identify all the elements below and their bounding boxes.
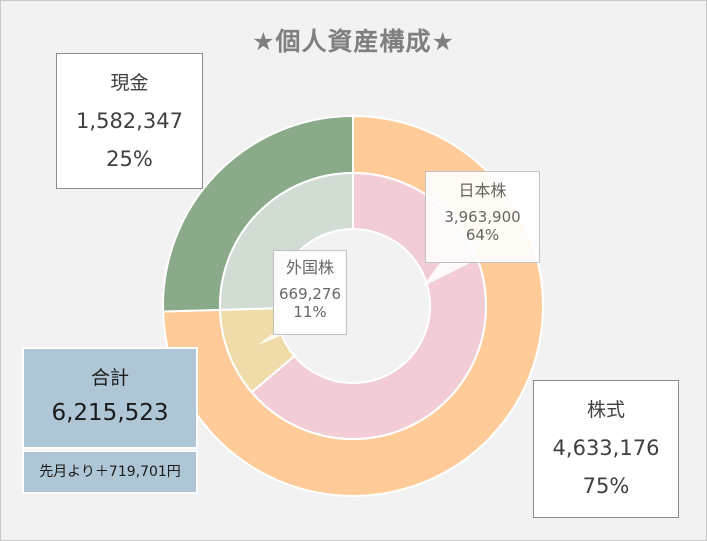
japan-stock-percent: 64% [465,226,500,244]
japan-stock-value: 3,963,900 [444,208,521,226]
chart-title: ★個人資産構成★ [252,27,455,56]
total-value: 6,215,523 [51,400,169,426]
foreign-stock-value: 669,276 [278,285,342,303]
stocks-value: 4,633,176 [552,436,660,460]
cash-value: 1,582,347 [76,109,183,133]
japan-stock-callout: 日本株 3,963,900 64% [425,171,540,263]
total-label: 合計 [90,367,129,389]
total-box: 合計 6,215,523 [22,347,198,449]
cash-label-box: 現金 1,582,347 25% [56,53,203,189]
foreign-stock-callout: 外国株 669,276 11% [273,250,347,335]
stocks-percent: 75% [582,474,630,498]
month-delta: 先月より＋719,701円 [22,450,198,494]
cash-percent: 25% [106,147,153,171]
stocks-label-box: 株式 4,633,176 75% [533,380,679,518]
foreign-stock-name: 外国株 [285,258,334,277]
stocks-name: 株式 [586,399,625,421]
japan-stock-name: 日本株 [458,181,507,200]
cash-name: 現金 [110,72,149,94]
foreign-stock-percent: 11% [293,303,327,321]
